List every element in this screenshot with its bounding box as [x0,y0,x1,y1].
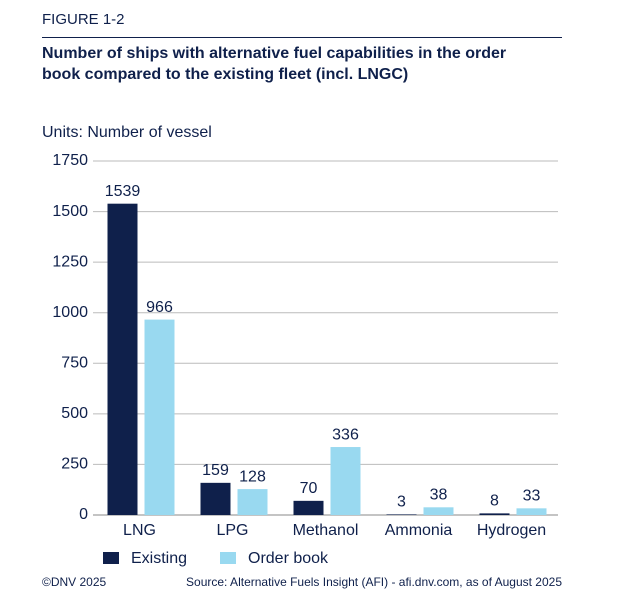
bar [330,447,361,515]
bar [293,500,324,515]
y-tick-label: 1750 [52,152,88,169]
value-label: 33 [523,488,541,505]
header-rule [42,37,562,38]
legend-swatch [103,552,119,564]
x-tick-label: Methanol [293,522,359,539]
chart-title: Number of ships with alternative fuel ca… [42,45,507,83]
bar [200,482,231,515]
value-label: 3 [397,494,406,511]
y-tick-label: 1500 [52,203,88,220]
x-tick-label: Hydrogen [477,522,546,539]
bar [107,203,138,515]
bar [516,508,547,515]
value-label: 336 [332,426,359,443]
legend-swatch [220,552,236,564]
legend-label: Existing [131,550,187,567]
x-tick-label: Ammonia [385,522,453,539]
value-label: 966 [146,299,173,316]
bar [479,513,510,515]
source: Source: Alternative Fuels Insight (AFI) … [186,575,562,589]
bar [386,514,417,515]
figure-label: FIGURE 1-2 [42,11,125,28]
y-tick-label: 1000 [52,304,88,321]
y-tick-label: 1250 [52,253,88,270]
bar [237,489,268,515]
copyright: ©DNV 2025 [42,575,107,589]
legend-label: Order book [248,550,329,567]
value-label: 8 [490,493,499,510]
value-label: 128 [239,468,266,485]
y-tick-label: 250 [61,456,88,473]
units-label: Units: Number of vessel [42,124,212,141]
y-tick-label: 0 [79,506,88,523]
value-label: 1539 [105,183,141,200]
y-tick-label: 500 [61,405,88,422]
bar [144,319,175,515]
value-label: 38 [430,487,448,504]
value-label: 70 [300,480,318,497]
x-tick-label: LNG [123,522,156,539]
x-tick-label: LPG [216,522,248,539]
y-tick-label: 750 [61,355,88,372]
bar [423,507,454,515]
value-label: 159 [202,462,229,479]
